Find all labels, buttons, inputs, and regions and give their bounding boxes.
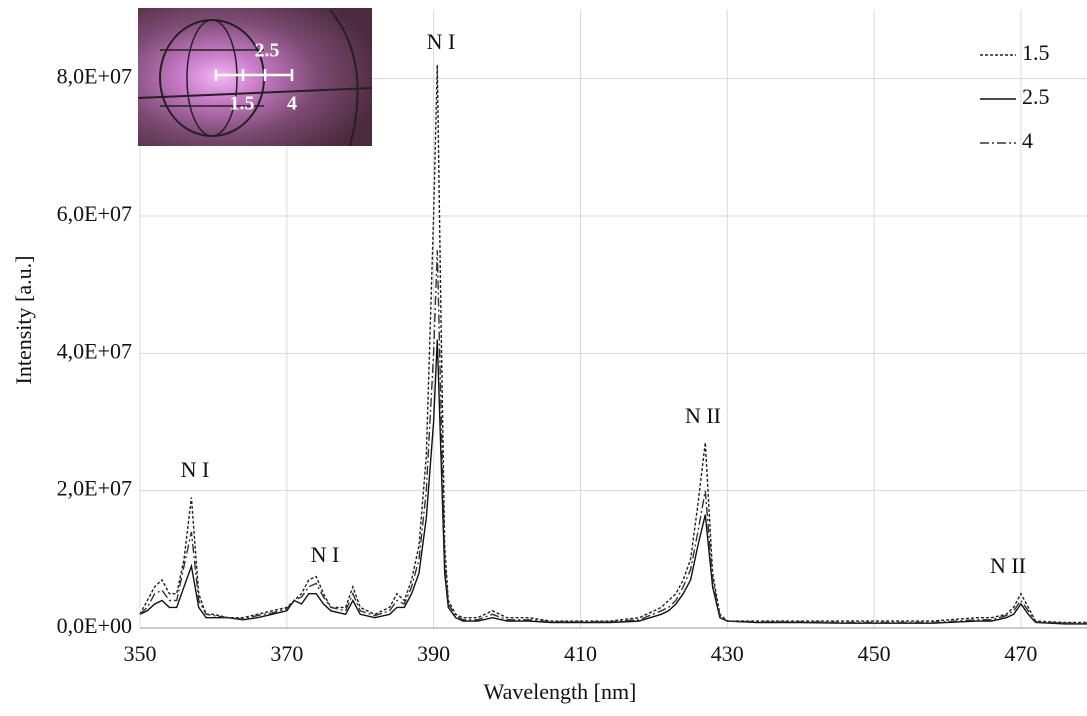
inset-cage bbox=[329, 9, 359, 147]
y-tick-label: 4,0E+07 bbox=[57, 338, 132, 363]
peak-annotation: N I bbox=[181, 457, 210, 482]
y-tick-label: 6,0E+07 bbox=[57, 201, 132, 226]
y-tick-label: 8,0E+07 bbox=[57, 64, 132, 89]
inset-label: 4 bbox=[287, 93, 297, 115]
x-tick-label: 410 bbox=[564, 641, 597, 666]
x-tick-label: 350 bbox=[124, 641, 157, 666]
inset-label: 2.5 bbox=[255, 40, 280, 62]
legend-label: 2.5 bbox=[1022, 84, 1050, 109]
inset-rod bbox=[137, 87, 373, 99]
x-axis-label: Wavelength [nm] bbox=[484, 679, 637, 704]
inset-background bbox=[138, 8, 372, 146]
x-tick-label: 390 bbox=[417, 641, 450, 666]
inset-cage bbox=[186, 19, 238, 137]
legend-label: 4 bbox=[1022, 128, 1033, 153]
x-tick-label: 450 bbox=[858, 641, 891, 666]
y-axis-label: Intensity [a.u.] bbox=[11, 256, 36, 385]
x-tick-label: 370 bbox=[270, 641, 303, 666]
x-tick-label: 430 bbox=[711, 641, 744, 666]
series-line bbox=[139, 250, 1087, 624]
series-line bbox=[139, 339, 1087, 625]
inset-label: 1.5 bbox=[230, 93, 255, 115]
peak-annotation: N I bbox=[311, 542, 340, 567]
peak-annotation: N I bbox=[427, 29, 456, 54]
series-line bbox=[139, 64, 1087, 624]
y-tick-label: 2,0E+07 bbox=[57, 476, 132, 501]
x-tick-label: 470 bbox=[1004, 641, 1037, 666]
peak-annotation: N II bbox=[990, 553, 1026, 578]
y-tick-label: 0,0E+00 bbox=[57, 613, 132, 638]
inset-photo: 2.5 1.5 4 bbox=[137, 8, 373, 147]
peak-annotation: N II bbox=[685, 403, 721, 428]
legend-label: 1.5 bbox=[1022, 40, 1050, 65]
